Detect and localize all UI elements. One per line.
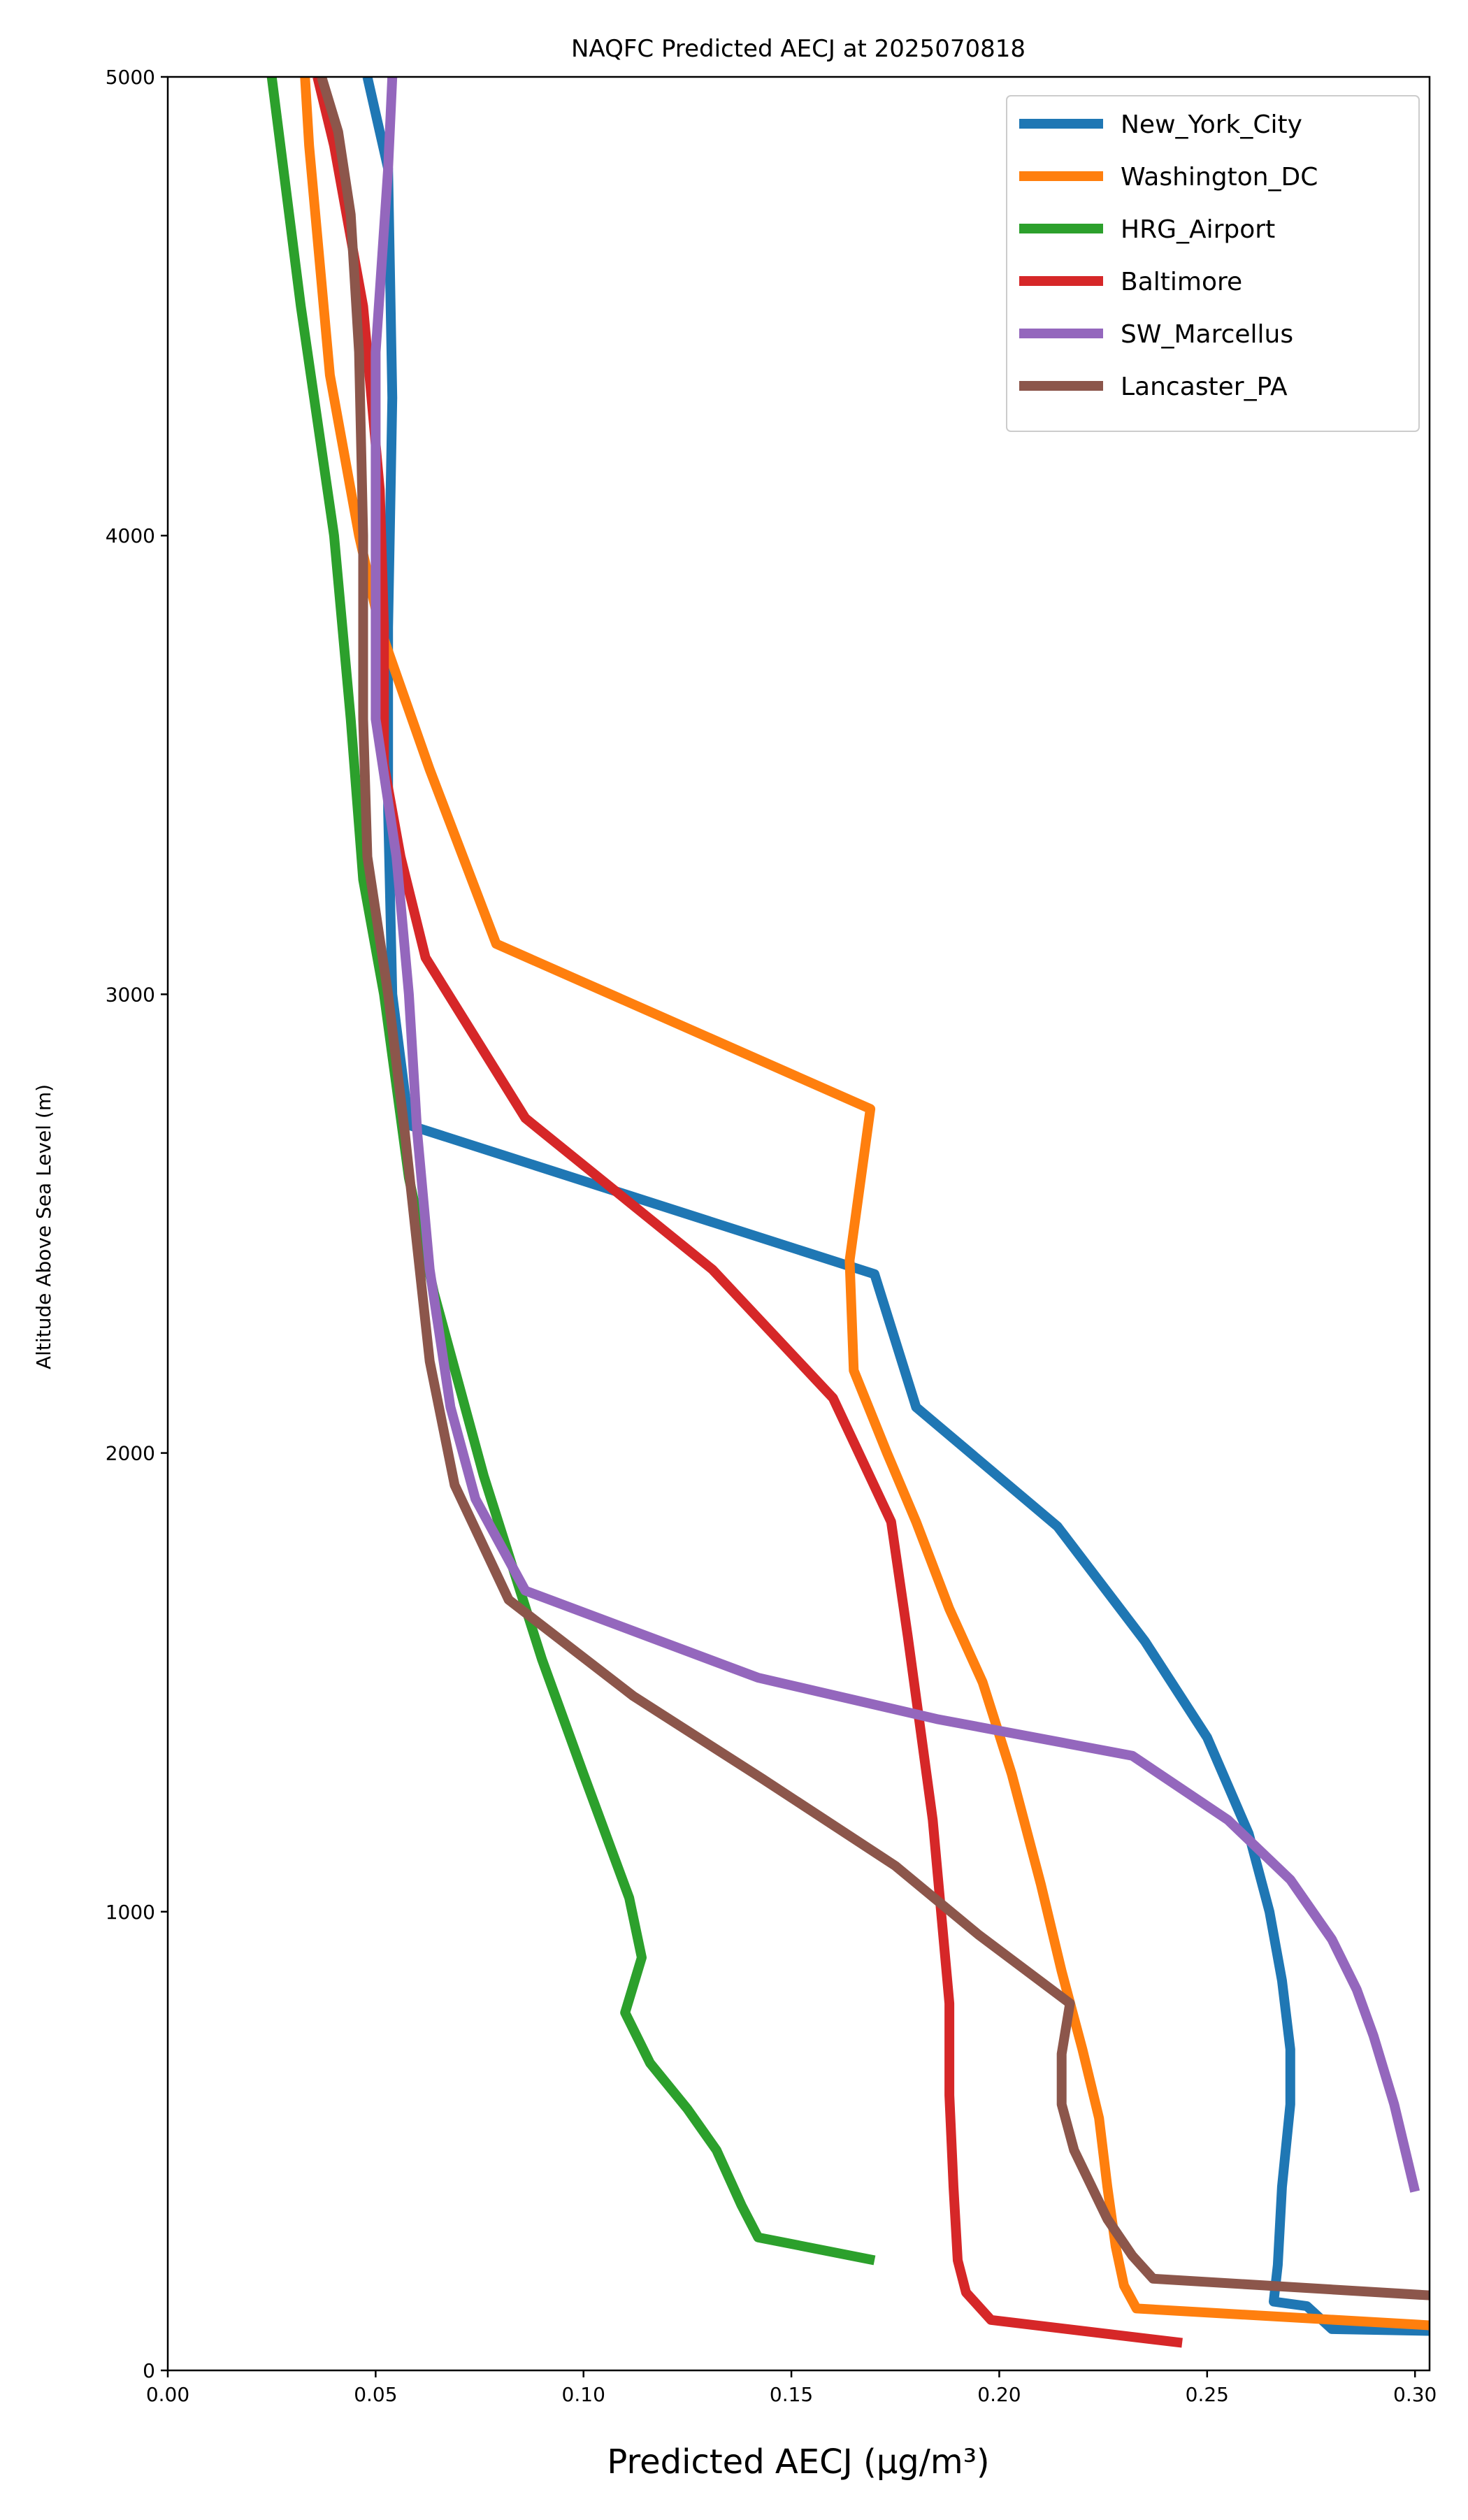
series-layer (266, 77, 1430, 2348)
plot-frame (166, 75, 1431, 2372)
y-tick-label: 4000 (106, 524, 155, 547)
legend-label: HRG_Airport (1121, 215, 1275, 244)
chart-title: NAQFC Predicted AECJ at 2025070818 (571, 35, 1026, 63)
legend-label: Washington_DC (1121, 163, 1318, 192)
legend: New_York_City Washington_DC HRG_Airport Bal… (1006, 95, 1420, 432)
y-tick-label: 0 (143, 2359, 155, 2382)
x-axis-label: Predicted AECJ (μg/m³) (607, 2442, 989, 2482)
legend-label: SW_Marcellus (1121, 320, 1293, 349)
x-tick-label: 0.05 (354, 2383, 397, 2406)
legend-label: Lancaster_PA (1121, 373, 1288, 401)
series-line-sw-marcellus (370, 77, 1420, 2193)
y-tick-label: 1000 (106, 1901, 155, 1924)
y-axis-label: Altitude Above Sea Level (m) (32, 1084, 55, 1369)
x-tick-label: 0.15 (770, 2383, 813, 2406)
ticks-layer: 0.00 0.05 0.10 0.15 0.20 0.25 0.30 0 1000 2000 300… (106, 66, 1437, 2406)
legend-label: New_York_City (1121, 110, 1302, 139)
x-tick-label: 0.20 (977, 2383, 1021, 2406)
x-tick-label: 0.10 (562, 2383, 605, 2406)
x-tick-label: 0.00 (146, 2383, 189, 2406)
series-line-baltimore (312, 77, 1183, 2348)
y-tick-label: 2000 (106, 1442, 155, 1465)
series-line-lancaster-pa (317, 77, 1430, 2301)
x-tick-label: 0.30 (1393, 2383, 1437, 2406)
x-tick-label: 0.25 (1186, 2383, 1229, 2406)
y-tick-label: 3000 (106, 983, 155, 1006)
legend-label: Baltimore (1121, 268, 1242, 296)
y-tick-label: 5000 (106, 66, 155, 89)
legend-box (1006, 95, 1420, 432)
